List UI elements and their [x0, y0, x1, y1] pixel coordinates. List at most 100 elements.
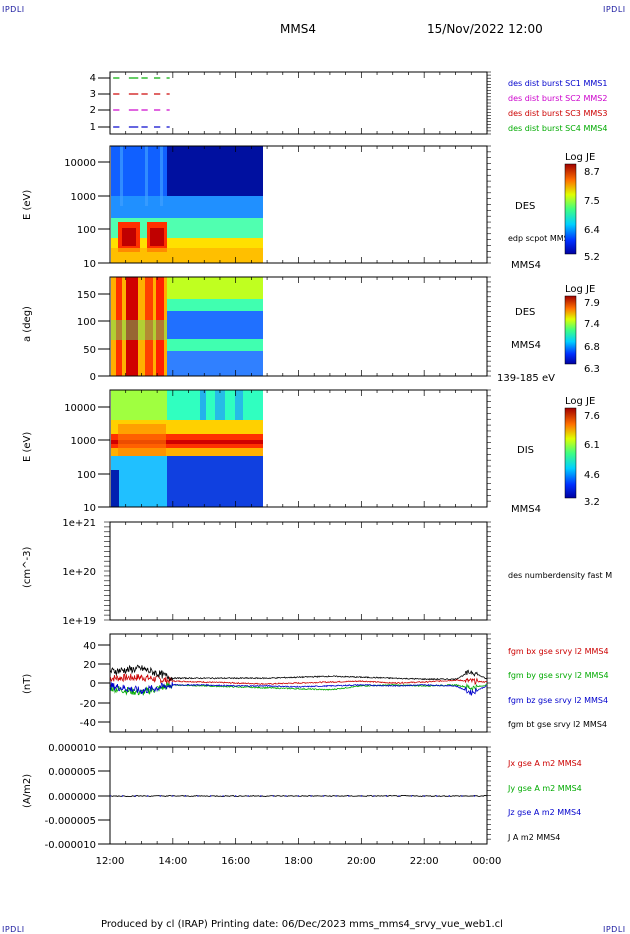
des-energy-colorbar-tick: 8.7: [584, 167, 600, 178]
time-tick-label: 18:00: [284, 856, 313, 867]
current-ylabel: (A/m2): [22, 774, 33, 808]
spacecraft-title: MMS4: [280, 22, 316, 36]
bfield-ylabel: (nT): [22, 674, 33, 694]
current-zero-dot: [272, 795, 275, 797]
bfield-tick: -20: [80, 699, 96, 710]
des-pitch-colorbar: [564, 295, 577, 365]
density-tick: 1e+21: [62, 518, 96, 529]
burst-label-sc1: des dist burst SC1 MMS1: [508, 79, 607, 88]
des-energy-colorbar-title: Log JE: [565, 152, 595, 163]
current-zero-dot: [297, 795, 300, 797]
des-energy-tick: 1000: [71, 192, 96, 203]
des-energy-side-label: DES: [515, 201, 535, 212]
corner-tag-bottom-right: IPDLI: [603, 925, 626, 934]
des-pitch-colorbar-tick: 7.9: [584, 298, 600, 309]
des-pitch-colorbar-title: Log JE: [565, 284, 595, 295]
current-zero-dot: [134, 795, 136, 797]
density-panel: (cm^-3) 1e+19 1e+20 1e+21 des numberdens…: [22, 518, 612, 627]
current-zero-dot: [322, 795, 325, 797]
des-energy-colorbar-tick: 5.2: [584, 252, 600, 263]
current-tick: 0.000005: [48, 767, 96, 778]
time-tick-label: 16:00: [221, 856, 250, 867]
datetime-title: 15/Nov/2022 12:00: [427, 22, 543, 36]
des-energy-bottom-label: MMS4: [511, 260, 541, 271]
dis-energy-side-label: DIS: [517, 445, 534, 456]
bfield-tick: 20: [83, 660, 96, 671]
dis-energy-colorbar: [564, 407, 577, 499]
density-label: des numberdensity fast M: [508, 571, 612, 580]
burst-tick-label: 4: [90, 73, 96, 84]
burst-tick-label: 3: [90, 89, 96, 100]
current-zero-dot: [222, 795, 224, 797]
des-energy-colorbar: [564, 163, 577, 255]
current-zero-dot: [348, 795, 350, 797]
bfield-series-line: [109, 664, 488, 682]
current-zero-dot: [436, 795, 438, 797]
dis-energy-spectrogram: [111, 390, 263, 507]
des-energy-spectrogram: [111, 146, 263, 263]
dis-energy-tick: 10000: [64, 403, 96, 414]
des-energy-colorbar-tick: 6.4: [584, 225, 600, 236]
dis-energy-tick: 1000: [71, 436, 96, 447]
current-zero-dot: [247, 795, 249, 797]
current-zero-dot: [234, 795, 237, 797]
dis-energy-colorbar-tick: 3.2: [584, 497, 600, 508]
current-tick: -0.000005: [45, 816, 96, 827]
des-energy-extra-label: edp scpot MMS4: [508, 234, 574, 243]
current-zero-dot: [310, 795, 312, 797]
dis-energy-colorbar-tick: 7.6: [584, 411, 600, 422]
current-zero-dot: [335, 795, 337, 797]
des-pitch-sc-label: MMS4: [511, 340, 541, 351]
current-zero-dot: [285, 795, 287, 797]
des-energy-tick: 10000: [64, 158, 96, 169]
density-frame: [109, 521, 488, 621]
des-pitch-tick: 100: [77, 317, 96, 328]
burst-label-sc2: des dist burst SC2 MMS2: [508, 94, 607, 103]
current-label-jx: Jx gse A m2 MMS4: [507, 759, 582, 768]
bfield-tick: -40: [80, 718, 96, 729]
dis-energy-tick: 100: [77, 470, 96, 481]
current-tick: -0.000010: [45, 840, 96, 851]
current-zero-dot: [260, 795, 262, 797]
time-tick-label: 22:00: [410, 856, 439, 867]
burst-tick-label: 2: [90, 105, 96, 116]
density-ylabel: (cm^-3): [22, 547, 33, 588]
footer-credits: Produced by cl (IRAP) Printing date: 06/…: [101, 919, 503, 930]
des-pitch-colorbar-tick: 7.4: [584, 319, 600, 330]
current-label-jz: Jz gse A m2 MMS4: [507, 808, 581, 817]
des-pitch-tick: 0: [90, 372, 96, 383]
des-pitch-tick: 50: [83, 345, 96, 356]
bfield-series-line: [109, 673, 488, 686]
bfield-tick: 40: [83, 641, 96, 652]
current-zero-dot: [360, 795, 363, 797]
time-tick-label: 00:00: [473, 856, 502, 867]
current-zero-dot: [147, 795, 149, 797]
des-energy-tick: 100: [77, 225, 96, 236]
burst-label-sc4: des dist burst SC4 MMS4: [508, 124, 607, 133]
corner-tag-top-right: IPDLI: [603, 5, 626, 14]
dis-energy-tick: 10: [83, 503, 96, 514]
current-label-j: J A m2 MMS4: [507, 833, 560, 842]
current-zero-dot: [423, 795, 425, 797]
dis-energy-bottom-label: MMS4: [511, 504, 541, 515]
des-pitch-bottom-label: 139-185 eV: [497, 373, 555, 384]
des-pitch-panel: a (deg) 0 50 100 150 DES MMS4 139-185 eV…: [22, 276, 600, 384]
bfield-label-bz: fgm bz gse srvy l2 MMS4: [508, 696, 608, 705]
dis-energy-colorbar-title: Log JE: [565, 396, 595, 407]
current-zero-dot: [461, 795, 463, 797]
des-pitch-ylabel: a (deg): [22, 306, 33, 342]
current-zero-dot: [121, 795, 124, 797]
des-pitch-colorbar-tick: 6.8: [584, 342, 600, 353]
des-pitch-side-label: DES: [515, 307, 535, 318]
current-panel: (A/m2) -0.000010 -0.000005 0.000000 0.00…: [22, 743, 582, 851]
current-zero-dot: [172, 795, 174, 797]
des-pitch-colorbar-tick: 6.3: [584, 364, 600, 375]
current-zero-dot: [159, 795, 161, 797]
current-zero-dot: [197, 795, 199, 797]
dis-energy-ylabel: E (eV): [22, 432, 33, 462]
burst-panel: 1 2 3 4 des dist burst SC1 MMS1 des dist…: [90, 71, 607, 135]
burst-tick-label: 1: [90, 122, 96, 133]
density-tick: 1e+19: [62, 616, 96, 627]
current-zero-dot: [473, 795, 476, 797]
time-tick-label: 12:00: [96, 856, 125, 867]
